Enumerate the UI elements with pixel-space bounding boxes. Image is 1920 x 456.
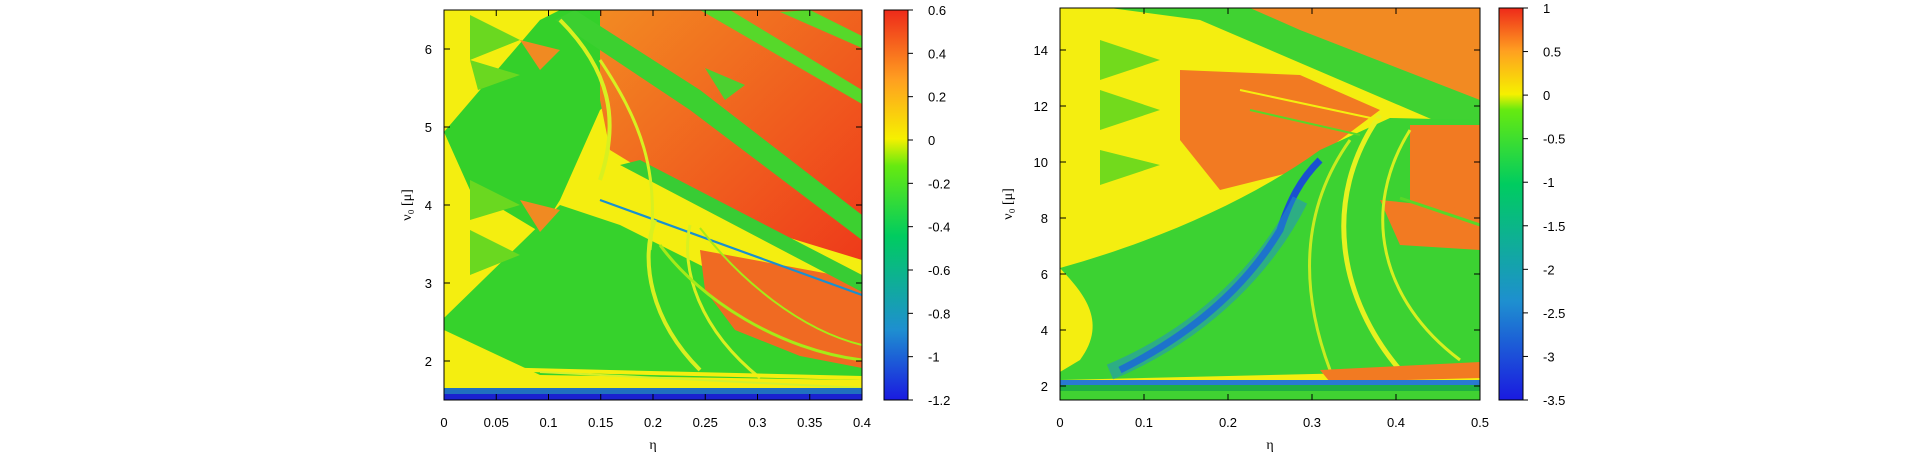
ylabel-1: ν₀ [μ] xyxy=(400,189,415,221)
colorbar-tick-label: 0.4 xyxy=(928,46,946,61)
colorbar-tick-label: -0.5 xyxy=(1543,132,1565,147)
ylabel-2: ν₀ [μ] xyxy=(1001,188,1016,220)
x-tick-label: 0.3 xyxy=(1303,415,1321,430)
x-tick-label: 0.15 xyxy=(588,415,613,430)
y-tick-label: 3 xyxy=(425,276,432,291)
colorbar-tick-label: -1 xyxy=(928,350,940,365)
x-tick-label: 0.1 xyxy=(1135,415,1153,430)
x-tick-label: 0.4 xyxy=(1387,415,1405,430)
y-tick-label: 4 xyxy=(425,198,432,213)
plot-frame-2 xyxy=(1059,7,1481,401)
y-tick-label: 2 xyxy=(1041,379,1048,394)
x-tick-label: 0 xyxy=(440,415,447,430)
colorbar-tick-label: -2.5 xyxy=(1543,306,1565,321)
colorbar-tick-label: -0.2 xyxy=(928,176,950,191)
heatmap-image-1 xyxy=(444,10,862,400)
y-tick-label: 6 xyxy=(425,42,432,57)
colorbar-2 xyxy=(1498,7,1524,401)
y-tick-label: 14 xyxy=(1034,43,1048,58)
colorbar-tick-label: -0.4 xyxy=(928,220,950,235)
colorbar-tick-label: 0.2 xyxy=(928,90,946,105)
colorbar-tick-label: -3.5 xyxy=(1543,393,1565,408)
colorbar-tick-label: -3 xyxy=(1543,349,1555,364)
colorbar-tick-label: -0.8 xyxy=(928,306,950,321)
colorbar-tick-label: 0.6 xyxy=(928,3,946,18)
xlabel-1: η xyxy=(649,438,656,453)
x-tick-label: 0.2 xyxy=(644,415,662,430)
colorbar-1 xyxy=(883,9,909,401)
y-tick-label: 10 xyxy=(1034,155,1048,170)
colorbar-ticks-2: 1 0.5 0 -0.5 -1 -1.5 -2 -2.5 -3 -3.5 xyxy=(1523,1,1565,408)
axis-ticks-2: 0 0.1 0.2 0.3 0.4 0.5 2 4 6 8 10 12 14 xyxy=(1034,8,1489,430)
colorbar-tick-label: -2 xyxy=(1543,262,1555,277)
x-tick-label: 0.35 xyxy=(797,415,822,430)
y-tick-label: 12 xyxy=(1034,99,1048,114)
colorbar-tick-label: 0.5 xyxy=(1543,45,1561,60)
x-tick-label: 0.1 xyxy=(539,415,557,430)
x-tick-label: 0.2 xyxy=(1219,415,1237,430)
x-tick-label: 0.3 xyxy=(748,415,766,430)
colorbar-tick-label: -1 xyxy=(1543,175,1555,190)
heatmap-panel-2: 0 0.1 0.2 0.3 0.4 0.5 2 4 6 8 10 12 14 η ν₀ [μ] 1 0.5… xyxy=(1001,1,1565,453)
y-tick-label: 2 xyxy=(425,354,432,369)
y-tick-label: 5 xyxy=(425,120,432,135)
colorbar-tick-label: -0.6 xyxy=(928,263,950,278)
heatmap-panel-1: 0 0.05 0.1 0.15 0.2 0.25 0.3 0.35 0.4 2 3 4 5 6 η ν₀ … xyxy=(400,3,950,453)
colorbar-tick-label: 0 xyxy=(928,133,935,148)
colorbar-tick-label: 0 xyxy=(1543,88,1550,103)
colorbar-tick-label: 1 xyxy=(1543,1,1550,16)
colorbar-ticks-1: 0.6 0.4 0.2 0 -0.2 -0.4 -0.6 -0.8 -1 -1.2 xyxy=(908,3,950,408)
colorbar-tick-label: -1.2 xyxy=(928,393,950,408)
axis-ticks-1: 0 0.05 0.1 0.15 0.2 0.25 0.3 0.35 0.4 2 3 4 5 6 xyxy=(425,10,871,430)
x-tick-label: 0.5 xyxy=(1471,415,1489,430)
x-tick-label: 0.25 xyxy=(693,415,718,430)
x-tick-label: 0.05 xyxy=(484,415,509,430)
colorbar-tick-label: -1.5 xyxy=(1543,219,1565,234)
x-tick-label: 0.4 xyxy=(853,415,871,430)
y-tick-label: 4 xyxy=(1041,323,1048,338)
y-tick-label: 8 xyxy=(1041,211,1048,226)
heatmap-image-2 xyxy=(1060,8,1480,400)
x-tick-label: 0 xyxy=(1056,415,1063,430)
y-tick-label: 6 xyxy=(1041,267,1048,282)
xlabel-2: η xyxy=(1266,438,1273,453)
